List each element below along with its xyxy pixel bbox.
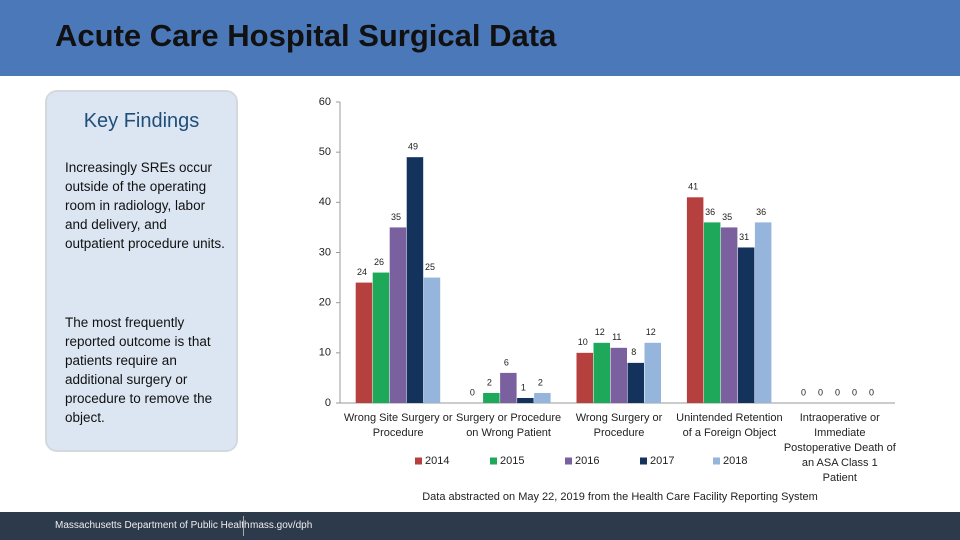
bar — [703, 222, 721, 403]
data-label: 35 — [722, 212, 732, 222]
legend-swatch — [490, 457, 497, 465]
x-tick-label: Wrong Surgery or Procedure — [575, 412, 663, 439]
data-label: 36 — [756, 207, 766, 217]
y-tick-label: 50 — [319, 146, 331, 158]
footer-url: mass.gov/dph — [250, 520, 313, 531]
header-bar — [0, 0, 960, 76]
y-tick-label: 30 — [319, 246, 331, 258]
data-label: 10 — [578, 337, 588, 347]
bar — [754, 222, 772, 403]
legend-label: 2016 — [575, 455, 599, 467]
bar — [686, 197, 704, 403]
slide-title: Acute Care Hospital Surgical Data — [55, 18, 557, 53]
y-tick-label: 60 — [319, 96, 331, 108]
legend-label: 2018 — [723, 455, 747, 467]
data-label: 11 — [612, 332, 621, 342]
data-label: 1 — [521, 382, 526, 392]
data-label: 26 — [374, 257, 384, 267]
chart: Data abstracted on May 22, 2019 from the… — [319, 96, 895, 503]
data-label: 25 — [425, 262, 435, 272]
data-label: 41 — [688, 182, 698, 192]
bar — [500, 372, 517, 403]
data-label: 12 — [595, 327, 605, 337]
data-label: 0 — [869, 387, 874, 397]
footer-org: Massachusetts Department of Public Healt… — [55, 520, 250, 531]
data-label: 12 — [646, 327, 656, 337]
y-tick-label: 40 — [319, 196, 331, 208]
x-tick-label: Intraoperative or Immediate Postoperativ… — [783, 412, 896, 484]
findings-panel — [45, 90, 238, 452]
y-tick-label: 10 — [319, 347, 331, 359]
panel-heading: Key Findings — [83, 110, 200, 132]
bar — [389, 227, 407, 403]
chart-caption: Data abstracted on May 22, 2019 from the… — [422, 491, 818, 503]
bar — [406, 157, 424, 403]
bar — [644, 342, 661, 403]
y-tick-label: 0 — [325, 397, 331, 409]
finding-text: The most frequently reported outcome is … — [65, 315, 213, 425]
finding-text: Increasingly SREs occur outside of the o… — [65, 160, 225, 251]
data-label: 0 — [852, 387, 857, 397]
legend-swatch — [565, 457, 572, 465]
data-label: 2 — [487, 377, 492, 387]
data-label: 0 — [470, 387, 475, 397]
x-tick-label: Unintended Retention of a Foreign Object — [676, 412, 783, 439]
legend-swatch — [713, 457, 720, 465]
data-label: 2 — [538, 377, 543, 387]
data-label: 31 — [739, 232, 749, 242]
legend-swatch — [415, 457, 422, 465]
x-tick-label: Wrong Site Surgery or Procedure — [343, 412, 453, 439]
legend-label: 2015 — [500, 455, 524, 467]
data-label: 0 — [801, 387, 806, 397]
data-label: 8 — [631, 347, 636, 357]
data-label: 24 — [357, 267, 367, 277]
bar — [737, 247, 755, 403]
bar — [576, 352, 593, 403]
y-tick-label: 20 — [319, 297, 331, 309]
data-label: 36 — [705, 207, 715, 217]
bar — [517, 397, 534, 403]
data-label: 0 — [835, 387, 840, 397]
bar — [372, 272, 390, 403]
legend-swatch — [640, 457, 647, 465]
bar — [627, 362, 644, 403]
bar — [423, 277, 441, 403]
bar — [610, 347, 627, 403]
data-label: 6 — [504, 357, 509, 367]
legend-label: 2017 — [650, 455, 674, 467]
data-label: 35 — [391, 212, 401, 222]
footer-divider — [243, 516, 244, 536]
data-label: 0 — [818, 387, 823, 397]
bar — [534, 392, 551, 403]
bar — [593, 342, 610, 403]
bar — [355, 282, 373, 403]
bar — [483, 392, 500, 403]
footer-bar — [0, 512, 960, 540]
legend-label: 2014 — [425, 455, 449, 467]
bar — [720, 227, 738, 403]
x-tick-label: Surgery or Procedure on Wrong Patient — [456, 412, 562, 439]
data-label: 49 — [408, 142, 418, 152]
